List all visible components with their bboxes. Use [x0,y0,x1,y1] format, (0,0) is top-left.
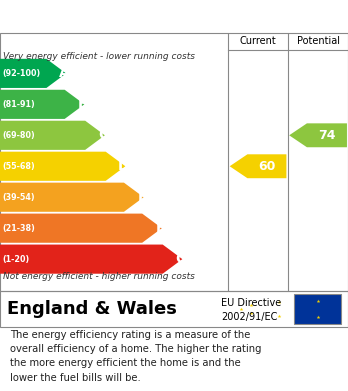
Text: (1-20): (1-20) [3,255,30,264]
Polygon shape [0,244,182,274]
Polygon shape [0,90,84,119]
Text: D: D [118,159,129,173]
Text: A: A [59,66,70,81]
Text: EU Directive: EU Directive [221,298,281,307]
Polygon shape [0,152,125,181]
Text: (55-68): (55-68) [3,162,35,171]
Polygon shape [0,213,162,243]
Polygon shape [0,183,144,212]
Text: C: C [98,128,109,142]
Text: 60: 60 [258,160,276,173]
FancyBboxPatch shape [294,294,341,324]
Text: G: G [175,252,187,266]
Text: Energy Efficiency Rating: Energy Efficiency Rating [10,9,220,24]
Polygon shape [230,154,286,178]
Text: (39-54): (39-54) [3,193,35,202]
Text: 74: 74 [318,129,336,142]
Text: 2002/91/EC: 2002/91/EC [221,312,277,322]
Text: (92-100): (92-100) [3,69,41,78]
Text: (69-80): (69-80) [3,131,35,140]
Text: Potential: Potential [296,36,340,47]
Polygon shape [289,123,347,147]
Text: F: F [156,221,165,235]
Text: (21-38): (21-38) [3,224,35,233]
Text: E: E [137,190,147,204]
Text: The energy efficiency rating is a measure of the
overall efficiency of a home. T: The energy efficiency rating is a measur… [10,330,262,383]
Text: (81-91): (81-91) [3,100,35,109]
Text: Very energy efficient - lower running costs: Very energy efficient - lower running co… [3,52,196,61]
Text: B: B [78,97,88,111]
Text: England & Wales: England & Wales [7,300,177,318]
Text: Not energy efficient - higher running costs: Not energy efficient - higher running co… [3,272,195,281]
Polygon shape [0,59,66,88]
Polygon shape [0,121,105,150]
Text: Current: Current [240,36,276,47]
